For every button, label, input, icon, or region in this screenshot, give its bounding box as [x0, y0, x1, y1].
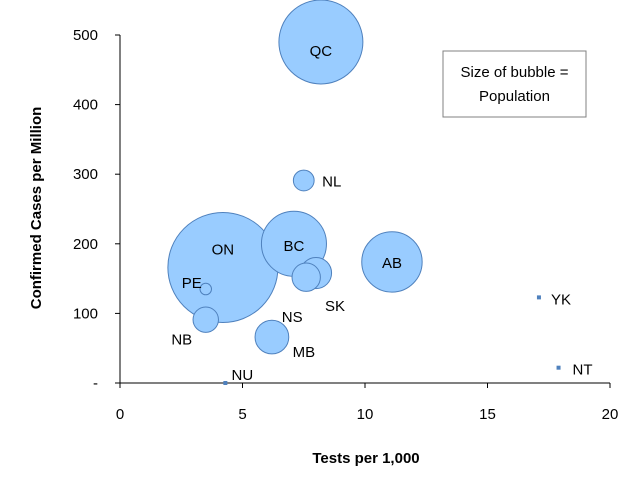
y-tick-label: 400: [73, 97, 98, 114]
note-box: [442, 50, 587, 118]
x-tick-label: 15: [479, 406, 496, 423]
y-tick-label: 300: [73, 166, 98, 183]
bubble-label-qc: QC: [310, 43, 333, 60]
bubble-size-note: Size of bubble = Population: [442, 50, 587, 118]
bubble-ab: [361, 231, 423, 293]
bubble-label-nt: NT: [573, 362, 593, 379]
y-tick-label: 100: [73, 305, 98, 322]
x-tick-label: 20: [602, 406, 619, 423]
bubble-label-on: ON: [212, 241, 235, 258]
bubble-nl: [292, 169, 315, 192]
bubble-label-nb: NB: [171, 332, 192, 349]
x-axis: 0 5 10 15 20: [116, 382, 619, 423]
bubble-nb: [192, 306, 219, 333]
bubble-label-bc: BC: [284, 238, 305, 255]
x-axis-title: Tests per 1,000: [312, 450, 419, 467]
bubble-labels: QC NL ON BC AB SK NS PE NB MB NU YK NT: [171, 43, 592, 384]
y-axis: - 100 200 300 400 500: [73, 27, 121, 392]
x-tick-label: 5: [238, 406, 246, 423]
bubble-mb: [254, 319, 290, 355]
bubble-label-ab: AB: [382, 255, 402, 272]
x-tick-label: 0: [116, 406, 124, 423]
note-line-1: Size of bubble =: [461, 64, 569, 81]
bubble-on: [167, 211, 279, 323]
bubble-ns: [291, 262, 321, 292]
bubble-qc: [278, 0, 364, 85]
bubble-label-pe: PE: [182, 275, 202, 292]
y-tick-label: 200: [73, 236, 98, 253]
bubble-label-ns: NS: [282, 309, 303, 326]
bubble-yk: [536, 295, 541, 300]
bubble-label-nu: NU: [232, 367, 254, 384]
bubble-label-mb: MB: [293, 344, 316, 361]
x-tick-label: 10: [357, 406, 374, 423]
bubble-nt: [556, 365, 561, 370]
bubble-label-yk: YK: [551, 291, 571, 308]
bubble-nu: [223, 381, 228, 385]
bubble-label-sk: SK: [325, 298, 345, 315]
bubbles: [167, 0, 561, 385]
y-axis-title: Confirmed Cases per Million: [28, 107, 45, 310]
y-tick-label: 500: [73, 27, 98, 44]
note-line-2: Population: [479, 88, 550, 105]
bubble-pe: [199, 282, 213, 296]
bubble-label-nl: NL: [322, 173, 341, 190]
y-tick-label: -: [93, 375, 98, 392]
